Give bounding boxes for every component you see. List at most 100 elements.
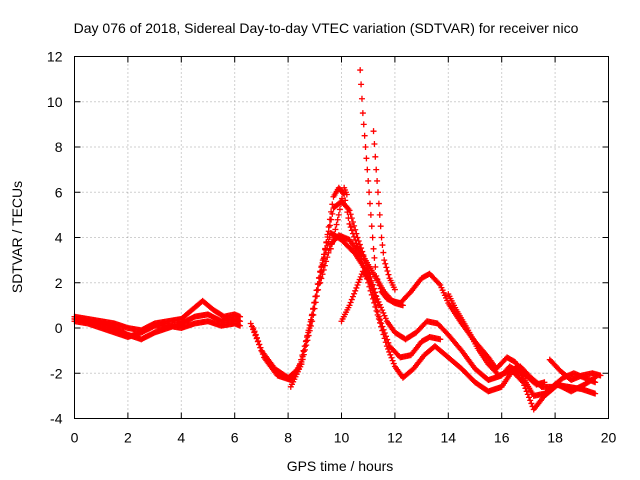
data-point-marker bbox=[370, 286, 377, 293]
data-point-marker bbox=[317, 274, 324, 281]
data-point-marker bbox=[592, 390, 599, 397]
y-tick-label: 10 bbox=[47, 94, 63, 110]
data-point-marker bbox=[375, 315, 382, 322]
data-point-marker bbox=[317, 279, 324, 286]
data-point-marker bbox=[349, 230, 356, 237]
x-tick-label: 16 bbox=[494, 430, 510, 446]
data-point-marker bbox=[369, 234, 376, 241]
data-point-marker bbox=[310, 311, 317, 318]
data-point-marker bbox=[389, 357, 396, 364]
data-point-marker bbox=[259, 351, 266, 358]
data-point-marker bbox=[323, 258, 330, 265]
data-point-marker bbox=[377, 319, 384, 326]
data-point-marker bbox=[383, 264, 390, 271]
data-point-marker bbox=[374, 311, 381, 318]
data-point-marker bbox=[237, 318, 244, 325]
data-point-marker bbox=[334, 216, 341, 223]
data-marks bbox=[71, 67, 604, 413]
data-point-marker bbox=[324, 231, 331, 238]
data-point-marker bbox=[247, 320, 254, 327]
data-point-marker bbox=[385, 346, 392, 353]
data-point-marker bbox=[521, 382, 528, 389]
data-point-marker bbox=[364, 166, 371, 173]
data-point-marker bbox=[363, 155, 370, 162]
data-point-marker bbox=[384, 267, 391, 274]
data-point-marker bbox=[373, 166, 380, 173]
data-point-marker bbox=[302, 346, 309, 353]
x-tick-label: 0 bbox=[71, 430, 79, 446]
data-point-marker bbox=[382, 339, 389, 346]
data-point-marker bbox=[343, 191, 350, 198]
data-point-marker bbox=[347, 224, 354, 231]
y-tick-label: -4 bbox=[50, 411, 63, 427]
data-point-marker bbox=[351, 233, 358, 240]
data-point-marker bbox=[372, 292, 379, 299]
data-point-marker bbox=[367, 211, 374, 218]
data-point-marker bbox=[351, 290, 358, 297]
data-point-marker bbox=[323, 239, 330, 246]
x-axis-label: GPS time / hours bbox=[287, 458, 394, 474]
data-point-marker bbox=[383, 343, 390, 350]
data-point-marker bbox=[385, 271, 392, 278]
series-track-12 bbox=[445, 291, 545, 390]
data-point-marker bbox=[372, 153, 379, 160]
data-point-marker bbox=[312, 299, 319, 306]
data-point-marker bbox=[379, 307, 386, 314]
data-point-marker bbox=[373, 272, 380, 279]
y-tick-label: -2 bbox=[50, 365, 63, 381]
data-point-marker bbox=[377, 285, 384, 292]
data-point-marker bbox=[342, 197, 349, 204]
data-point-marker bbox=[371, 289, 378, 296]
data-point-marker bbox=[374, 299, 381, 306]
data-point-marker bbox=[309, 318, 316, 325]
data-point-marker bbox=[337, 201, 344, 208]
data-point-marker bbox=[305, 332, 312, 339]
y-tick-labels: -4 -2 0 2 4 6 8 10 12 bbox=[47, 49, 63, 427]
series-track-14 bbox=[538, 370, 599, 390]
series-track-3 bbox=[71, 311, 244, 343]
data-point-marker bbox=[597, 372, 604, 379]
x-tick-label: 2 bbox=[124, 430, 132, 446]
data-point-marker bbox=[325, 249, 332, 256]
data-point-marker bbox=[367, 279, 374, 286]
data-point-marker bbox=[366, 200, 373, 207]
data-point-marker bbox=[336, 206, 343, 213]
data-point-marker bbox=[352, 287, 359, 294]
data-point-marker bbox=[348, 227, 355, 234]
data-point-marker bbox=[315, 286, 322, 293]
data-point-marker bbox=[375, 302, 382, 309]
data-point-marker bbox=[373, 295, 380, 302]
data-point-marker bbox=[345, 215, 352, 222]
data-point-marker bbox=[300, 351, 307, 358]
data-point-marker bbox=[360, 264, 367, 271]
series-track-10 bbox=[370, 128, 398, 293]
data-point-marker bbox=[251, 328, 258, 335]
data-point-marker bbox=[347, 211, 354, 218]
y-tick-label: 6 bbox=[55, 184, 63, 200]
data-point-marker bbox=[335, 211, 342, 218]
data-point-marker bbox=[298, 361, 305, 368]
data-point-marker bbox=[371, 140, 378, 147]
data-point-marker bbox=[362, 144, 369, 150]
data-point-marker bbox=[518, 378, 525, 385]
data-point-marker bbox=[340, 190, 347, 197]
data-point-marker bbox=[347, 299, 354, 306]
data-point-marker bbox=[351, 222, 358, 229]
x-tick-label: 8 bbox=[284, 430, 292, 446]
x-tick-label: 12 bbox=[387, 430, 403, 446]
data-point-marker bbox=[390, 360, 397, 367]
data-point-marker bbox=[304, 337, 311, 344]
data-point-marker bbox=[379, 242, 386, 249]
data-point-marker bbox=[311, 305, 318, 312]
data-point-marker bbox=[370, 128, 377, 135]
data-point-marker bbox=[346, 220, 353, 227]
data-point-marker bbox=[355, 279, 362, 286]
data-point-marker bbox=[373, 307, 380, 314]
data-point-marker bbox=[319, 271, 326, 278]
data-point-marker bbox=[365, 177, 372, 184]
data-point-marker bbox=[376, 211, 383, 218]
data-point-marker bbox=[391, 286, 398, 293]
data-point-marker bbox=[359, 110, 366, 117]
